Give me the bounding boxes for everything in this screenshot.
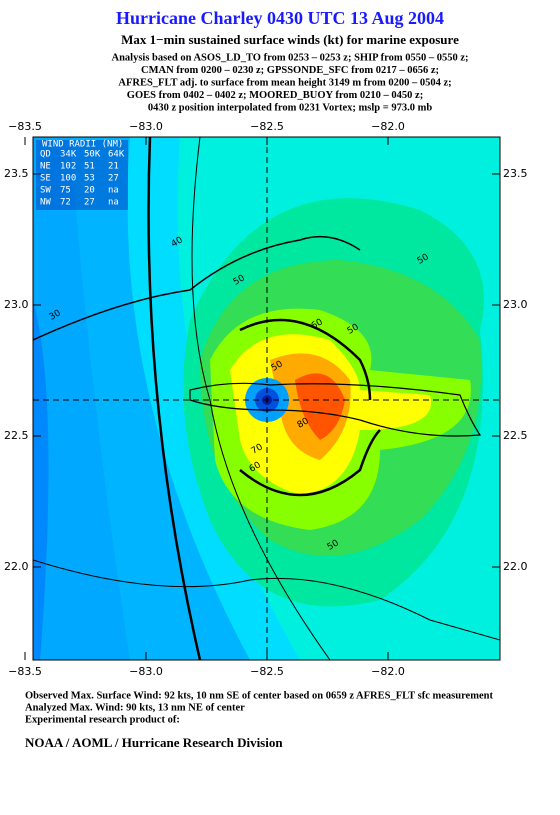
wind-field: [33, 137, 500, 660]
wind-radii-cell: 51: [84, 162, 95, 172]
footer-org: NOAA / AOML / Hurricane Research Divisio…: [25, 735, 283, 750]
wind-radii-header: 50K: [84, 150, 101, 160]
wind-radii-cell: SE: [40, 174, 51, 184]
analysis-line: GOES from 0402 – 0402 z; MOORED_BUOY fro…: [127, 90, 423, 101]
wind-radii-cell: 27: [84, 198, 95, 208]
wind-radii-cell: na: [108, 198, 119, 208]
footer-line: Analyzed Max. Wind: 90 kts, 13 nm NE of …: [25, 702, 245, 713]
footer-line: Observed Max. Surface Wind: 92 kts, 10 n…: [25, 690, 493, 701]
analysis-line: CMAN from 0200 – 0230 z; GPSSONDE_SFC fr…: [141, 65, 439, 76]
analysis-line: Analysis based on ASOS_LD_TO from 0253 –…: [111, 52, 468, 63]
title: Hurricane Charley 0430 UTC 13 Aug 2004: [116, 8, 444, 28]
subtitle: Max 1−min sustained surface winds (kt) f…: [121, 32, 459, 47]
lon-label: −82.0: [371, 665, 405, 678]
wind-radii-header: 34K: [60, 150, 77, 160]
analysis-line: 0430 z position interpolated from 0231 V…: [148, 102, 432, 113]
wind-radii-cell: 27: [108, 174, 119, 184]
lat-label: 22.0: [4, 560, 29, 573]
wind-radii-cell: 53: [84, 174, 95, 184]
lon-label: −83.5: [8, 120, 42, 133]
wind-radii-cell: 102: [60, 162, 76, 172]
wind-radii-cell: 100: [60, 174, 76, 184]
lat-label: 23.0: [503, 298, 528, 311]
wind-radii-header: QD: [40, 150, 51, 160]
wind-radii-cell: 75: [60, 186, 71, 196]
wind-radii-cell: NE: [40, 162, 51, 172]
analysis-line: AFRES_FLT adj. to surface from mean heig…: [118, 77, 451, 88]
lon-label: −83.0: [129, 120, 163, 133]
lon-label: −82.0: [371, 120, 405, 133]
wind-radii-cell: 21: [108, 162, 119, 172]
dynamic: Hurricane Charley 0430 UTC 13 Aug 2004 Ma…: [4, 8, 528, 750]
wind-radii-title: WIND RADII (NM): [42, 140, 123, 150]
wind-radii-cell: na: [108, 186, 119, 196]
wind-radii-box: [36, 140, 128, 210]
lat-label: 23.5: [503, 167, 528, 180]
footer-line: Experimental research product of:: [25, 714, 180, 725]
lon-label: −82.5: [250, 120, 284, 133]
lat-label: 22.5: [4, 429, 29, 442]
lat-label: 23.0: [4, 298, 29, 311]
wind-radii-header: 64K: [108, 150, 125, 160]
lat-label: 22.5: [503, 429, 528, 442]
wind-radii-cell: NW: [40, 198, 51, 208]
wind-radii-cell: SW: [40, 186, 51, 196]
lon-label: −83.0: [129, 665, 163, 678]
lon-label: −83.5: [8, 665, 42, 678]
lon-label: −82.5: [250, 665, 284, 678]
wind-radii-cell: 20: [84, 186, 95, 196]
lat-label: 22.0: [503, 560, 528, 573]
wind-radii-cell: 72: [60, 198, 71, 208]
lat-label: 23.5: [4, 167, 29, 180]
